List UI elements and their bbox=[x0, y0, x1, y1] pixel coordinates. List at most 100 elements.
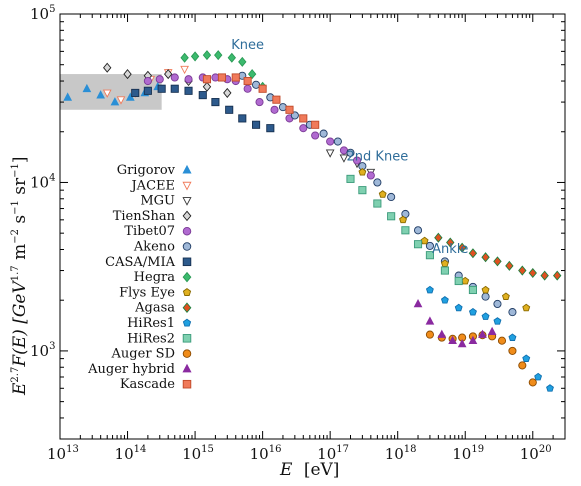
data-point bbox=[223, 87, 232, 98]
data-point bbox=[425, 251, 434, 260]
data-point bbox=[255, 98, 264, 107]
legend-label: JACEE bbox=[129, 178, 175, 193]
legend-marker bbox=[182, 302, 192, 313]
series-hires1 bbox=[425, 285, 554, 392]
legend-label: Auger SD bbox=[111, 347, 175, 362]
data-point bbox=[299, 114, 308, 123]
legend-label: Flys Eye bbox=[119, 285, 175, 300]
data-point bbox=[358, 186, 367, 195]
legend-marker bbox=[182, 334, 192, 343]
data-point bbox=[497, 336, 507, 345]
data-point bbox=[325, 149, 335, 158]
series-hires2 bbox=[346, 174, 477, 295]
data-point bbox=[481, 312, 490, 320]
data-point bbox=[202, 75, 212, 84]
data-point bbox=[478, 329, 487, 338]
data-point bbox=[534, 372, 543, 381]
data-point bbox=[468, 248, 478, 259]
data-point bbox=[202, 81, 212, 92]
annotation-label: Ankle bbox=[432, 242, 468, 257]
data-point bbox=[217, 73, 227, 82]
y-axis-title: E2.7F(E) [GeV1.7 m−2 s−1 sr−1] bbox=[10, 157, 30, 397]
data-point bbox=[468, 335, 478, 345]
data-point bbox=[457, 242, 467, 253]
data-point bbox=[311, 131, 320, 140]
data-point bbox=[184, 86, 193, 95]
data-point bbox=[413, 240, 423, 249]
legend-label: HiRes1 bbox=[127, 316, 175, 331]
data-point bbox=[399, 215, 408, 224]
data-point bbox=[346, 148, 355, 157]
series-hegra bbox=[180, 50, 267, 92]
x-tick-label: 1017 bbox=[317, 444, 349, 463]
data-point bbox=[131, 88, 140, 97]
data-point bbox=[425, 241, 434, 250]
y-tick-label: 103 bbox=[30, 341, 55, 360]
legend-marker bbox=[182, 271, 192, 283]
legend-marker bbox=[182, 226, 192, 236]
x-axis-title: E [eV] bbox=[279, 460, 339, 480]
data-point bbox=[440, 296, 449, 304]
data-point bbox=[238, 56, 247, 67]
data-point bbox=[425, 316, 435, 325]
legend-label: TienShan bbox=[113, 209, 176, 224]
legend-marker bbox=[182, 181, 192, 191]
series-akeno bbox=[238, 71, 517, 317]
data-point bbox=[378, 190, 387, 198]
data-point bbox=[413, 226, 423, 235]
data-point bbox=[468, 285, 477, 295]
data-point bbox=[387, 192, 396, 202]
data-point bbox=[346, 174, 355, 183]
data-point bbox=[326, 137, 335, 146]
data-point bbox=[522, 303, 531, 312]
data-point bbox=[401, 226, 410, 235]
data-point bbox=[508, 333, 517, 341]
legend-marker bbox=[182, 210, 192, 222]
data-point bbox=[553, 270, 562, 281]
data-point bbox=[157, 84, 166, 93]
data-point bbox=[481, 292, 490, 301]
annotation-label: Knee bbox=[231, 38, 264, 53]
legend-label: Akeno bbox=[133, 240, 175, 255]
data-point bbox=[425, 330, 434, 339]
series-agasa bbox=[434, 232, 562, 281]
y-tick-label: 104 bbox=[30, 172, 55, 191]
data-point bbox=[227, 52, 237, 63]
data-point bbox=[155, 75, 164, 84]
data-point bbox=[82, 83, 92, 93]
data-point bbox=[454, 276, 463, 286]
data-point bbox=[468, 307, 477, 316]
legend-marker bbox=[182, 197, 192, 206]
data-point bbox=[63, 92, 73, 101]
legend-label: HiRes2 bbox=[127, 331, 175, 346]
data-point bbox=[184, 75, 193, 84]
legend-label: Auger hybrid bbox=[87, 362, 175, 377]
data-point bbox=[540, 270, 549, 281]
data-point bbox=[247, 69, 257, 80]
data-point bbox=[96, 90, 106, 99]
data-point bbox=[143, 76, 152, 86]
legend-marker bbox=[182, 288, 192, 296]
data-point bbox=[461, 276, 470, 285]
series-auger-hybrid bbox=[413, 299, 497, 348]
series-kascade bbox=[202, 73, 320, 129]
data-point bbox=[270, 105, 279, 114]
data-point bbox=[352, 156, 362, 165]
data-point bbox=[214, 50, 223, 61]
data-point bbox=[425, 285, 434, 294]
legend-marker bbox=[182, 318, 192, 327]
data-point bbox=[481, 285, 490, 294]
data-point bbox=[448, 335, 457, 345]
data-point bbox=[266, 124, 275, 133]
data-point bbox=[457, 339, 467, 348]
data-point bbox=[319, 129, 328, 138]
series-auger-sd bbox=[425, 330, 537, 387]
legend-label: Grigorov bbox=[117, 163, 176, 178]
data-point bbox=[366, 171, 375, 180]
data-point bbox=[481, 252, 490, 263]
data-point bbox=[505, 260, 514, 271]
data-point bbox=[518, 265, 527, 276]
x-tick-label: 1020 bbox=[520, 444, 552, 463]
legend-label: Tibet07 bbox=[124, 224, 175, 239]
legend-marker bbox=[182, 164, 192, 174]
